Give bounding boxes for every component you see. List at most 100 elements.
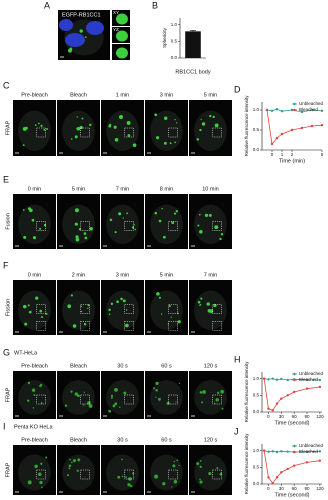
bleach-region xyxy=(212,469,222,480)
cell-outline xyxy=(194,380,227,415)
nucleus xyxy=(59,19,73,31)
puncta xyxy=(28,207,31,211)
puncta xyxy=(174,119,176,121)
bleach-region xyxy=(36,394,46,405)
puncta xyxy=(40,462,43,465)
puncta xyxy=(23,235,27,239)
column-label: Bleach xyxy=(70,92,87,98)
puncta xyxy=(116,300,119,304)
puncta xyxy=(154,211,158,215)
y-tick-label: 1.0 xyxy=(253,448,260,453)
bleach-region xyxy=(124,469,134,480)
inset-label: XY xyxy=(113,10,119,15)
data-point xyxy=(292,390,296,394)
cell-outline xyxy=(194,110,227,151)
puncta xyxy=(199,480,203,484)
y-tick-label: 0.5 xyxy=(171,39,178,44)
panel-letter: B xyxy=(152,0,158,10)
puncta xyxy=(173,480,178,484)
puncta xyxy=(197,224,200,227)
y-tick-label: 0.5 xyxy=(253,393,260,398)
puncta xyxy=(80,305,83,308)
inset-label: YZ xyxy=(113,27,119,32)
legend-marker xyxy=(293,372,296,376)
puncta xyxy=(74,208,79,213)
y-axis-label: Relative fluorescence intensity xyxy=(244,361,249,423)
data-point xyxy=(280,110,284,113)
puncta xyxy=(156,136,160,140)
puncta xyxy=(133,224,136,226)
legend-marker xyxy=(293,108,296,112)
puncta xyxy=(85,36,87,38)
puncta xyxy=(199,460,202,462)
puncta xyxy=(157,397,161,401)
row-label: Fusion xyxy=(5,213,11,230)
puncta xyxy=(125,309,128,311)
data-point xyxy=(262,449,266,452)
puncta xyxy=(199,478,201,481)
puncta xyxy=(125,323,129,328)
puncta xyxy=(177,320,181,324)
cell-outline xyxy=(18,110,51,151)
puncta xyxy=(134,228,136,231)
data-point xyxy=(290,128,294,132)
puncta xyxy=(34,124,37,126)
bleach-region xyxy=(80,394,90,405)
cell-outline xyxy=(18,290,51,331)
puncta xyxy=(199,391,203,394)
data-point xyxy=(265,108,269,112)
puncta xyxy=(175,401,177,403)
puncta xyxy=(118,212,122,216)
puncta xyxy=(83,232,87,235)
bleach-region xyxy=(36,321,46,331)
bleach-region xyxy=(124,394,134,405)
puncta xyxy=(83,323,87,326)
column-label: Pre-bleach xyxy=(21,437,48,443)
puncta xyxy=(76,116,78,118)
data-point xyxy=(286,394,289,397)
puncta xyxy=(173,212,177,215)
puncta xyxy=(161,207,163,210)
puncta xyxy=(208,472,212,476)
data-point xyxy=(275,450,279,454)
data-point xyxy=(318,459,322,462)
y-axis-label: Relative fluorescence intensity xyxy=(244,433,249,495)
puncta xyxy=(27,381,31,385)
puncta xyxy=(41,486,43,488)
data-point xyxy=(320,124,324,127)
data-point xyxy=(318,385,322,389)
y-tick-label: 0.5 xyxy=(253,465,260,470)
puncta xyxy=(127,483,131,487)
puncta xyxy=(79,29,83,33)
panel-letter: C xyxy=(3,80,10,90)
puncta xyxy=(128,477,132,481)
x-tick-label: 60 xyxy=(292,414,298,419)
puncta xyxy=(220,233,224,236)
bleach-region xyxy=(36,221,46,231)
puncta xyxy=(39,309,43,313)
data-point xyxy=(286,378,289,382)
x-tick-label: 60 xyxy=(292,486,298,491)
x-tick-label: 30 xyxy=(279,486,285,491)
puncta xyxy=(114,137,119,142)
data-point xyxy=(280,132,284,136)
x-tick-label: 90 xyxy=(304,414,310,419)
data-point xyxy=(271,482,274,485)
puncta xyxy=(172,464,176,468)
puncta xyxy=(35,296,39,300)
column-label: 0 min xyxy=(28,186,41,192)
cell-outline xyxy=(106,204,139,245)
data-point xyxy=(267,476,270,479)
puncta xyxy=(31,218,35,222)
puncta xyxy=(199,128,202,132)
data-point xyxy=(280,397,283,400)
column-label: 120 s xyxy=(204,363,218,369)
puncta xyxy=(77,394,80,398)
puncta xyxy=(72,324,77,328)
puncta xyxy=(122,217,124,219)
puncta xyxy=(162,235,166,239)
nucleus xyxy=(86,21,104,35)
puncta xyxy=(108,308,111,312)
puncta xyxy=(69,458,71,461)
puncta xyxy=(219,237,222,241)
